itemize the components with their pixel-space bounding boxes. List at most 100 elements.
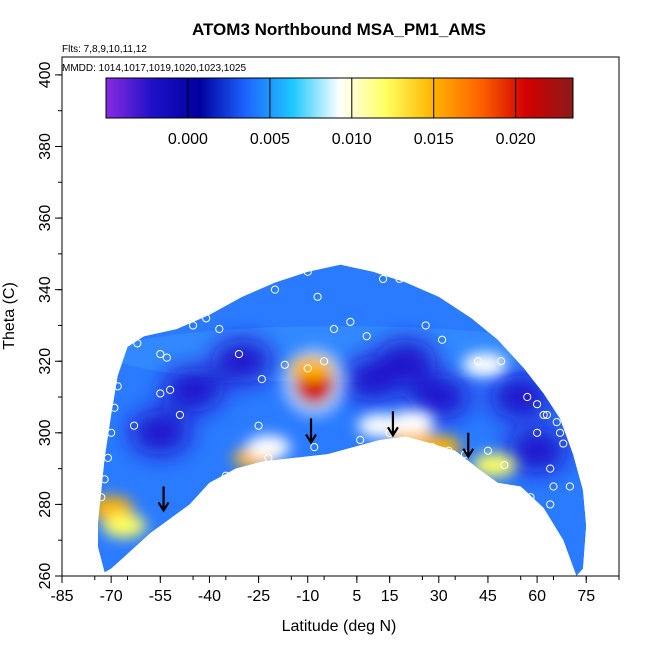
hot-region: [390, 410, 435, 435]
colorbar: 0.000 0.005 0.010 0.015 0.020: [105, 77, 574, 148]
sample-point: [395, 274, 404, 284]
sample-point: [310, 443, 319, 452]
low-region: [408, 375, 469, 420]
x-tick-label: 60: [528, 588, 546, 605]
chart-title: ATOM3 Northbound MSA_PM1_AMS: [192, 20, 486, 39]
low-region: [130, 410, 191, 455]
sample-point: [313, 292, 322, 301]
y-tick-label: 300: [37, 419, 54, 446]
sample-point: [539, 410, 548, 420]
sample-point: [110, 403, 119, 412]
sample-point: [555, 428, 565, 437]
sample-point: [542, 410, 552, 420]
sample-point: [100, 475, 109, 484]
sample-point: [103, 453, 112, 462]
sample-point: [133, 339, 142, 348]
sample-point: [356, 435, 365, 445]
sample-point: [421, 321, 430, 330]
sample-point: [175, 410, 185, 420]
sample-point: [483, 446, 493, 455]
sample-point: [264, 453, 273, 462]
sample-point: [303, 364, 312, 373]
arrow-marker: [157, 486, 170, 513]
arrow-marker: [462, 432, 475, 459]
sample-point: [526, 493, 535, 502]
x-axis-label: Latitude (deg N): [282, 618, 397, 635]
y-axis-label: Theta (C): [1, 282, 18, 350]
x-tick-label: -40: [198, 588, 221, 605]
sample-point: [303, 267, 312, 276]
sample-point: [532, 400, 542, 409]
sample-point: [166, 385, 175, 394]
low-region: [212, 339, 273, 384]
y-axis: 260 280 300 320 340 360 380 400: [37, 61, 62, 589]
sample-point: [474, 357, 483, 366]
y-tick-label: 340: [37, 276, 54, 303]
sample-point: [428, 443, 437, 452]
hot-region: [246, 435, 291, 460]
y-tick-label: 280: [37, 491, 54, 518]
sample-point: [549, 482, 558, 491]
x-tick-label: 15: [381, 588, 399, 605]
y-tick-label: 260: [37, 563, 54, 590]
colorbar-tick-label: 0.010: [332, 131, 372, 148]
sample-point: [113, 382, 122, 391]
sample-point: [215, 324, 224, 334]
y-tick-label: 360: [37, 205, 54, 232]
x-tick-label: -55: [149, 588, 172, 605]
hot-region: [416, 435, 461, 460]
arrow-marker: [386, 411, 399, 438]
sample-point: [378, 274, 388, 284]
sample-point: [444, 446, 453, 455]
sample-point: [107, 428, 116, 437]
sample-point: [202, 314, 211, 323]
sample-point: [221, 471, 230, 480]
sample-point: [532, 428, 542, 437]
sample-point: [97, 575, 106, 584]
x-tick-label: -25: [247, 588, 270, 605]
sample-point: [156, 349, 165, 359]
sample-points: [97, 267, 574, 584]
sample-point: [546, 464, 555, 473]
data-field: [98, 264, 587, 576]
y-tick-label: 400: [37, 61, 54, 88]
hot-region: [462, 352, 507, 377]
field-base: [98, 264, 587, 576]
sample-point: [523, 392, 532, 402]
sample-point: [559, 439, 568, 448]
x-tick-label: -70: [100, 588, 123, 605]
sample-point: [346, 317, 355, 326]
x-tick-label: 5: [352, 588, 361, 605]
sample-point: [188, 321, 198, 330]
sample-point: [320, 357, 329, 366]
sample-point: [500, 460, 509, 470]
low-region: [163, 367, 224, 412]
y-tick-label: 380: [37, 133, 54, 160]
sample-point: [156, 389, 165, 398]
arrow-marker: [305, 418, 317, 445]
sample-point: [329, 324, 339, 334]
sample-point: [270, 285, 280, 294]
x-tick-label: -10: [296, 588, 319, 605]
y-tick-label: 320: [37, 348, 54, 375]
colorbar-tick-label: 0.005: [250, 131, 290, 148]
colorbar-tick-label: 0.020: [496, 131, 536, 148]
hot-region: [472, 453, 517, 478]
x-tick-label: 45: [479, 588, 497, 605]
arrows: [157, 411, 475, 513]
flights-note: Flts: 7,8,9,10,11,12: [62, 44, 147, 55]
sample-point: [546, 500, 555, 509]
plot-frame: [61, 56, 620, 577]
low-region: [376, 339, 437, 384]
sample-point: [362, 332, 371, 341]
sample-point: [234, 349, 244, 359]
x-tick-label: -85: [50, 588, 73, 605]
sample-point: [254, 421, 263, 430]
x-axis: -85 -70 -55 -40 -25 -10 5 15 30 45 60 75: [50, 576, 620, 605]
colorbar-tick-label: 0.015: [414, 131, 454, 148]
sample-point: [129, 421, 139, 430]
hot-region: [102, 513, 147, 538]
sample-point: [162, 353, 171, 362]
sample-point: [97, 493, 106, 502]
